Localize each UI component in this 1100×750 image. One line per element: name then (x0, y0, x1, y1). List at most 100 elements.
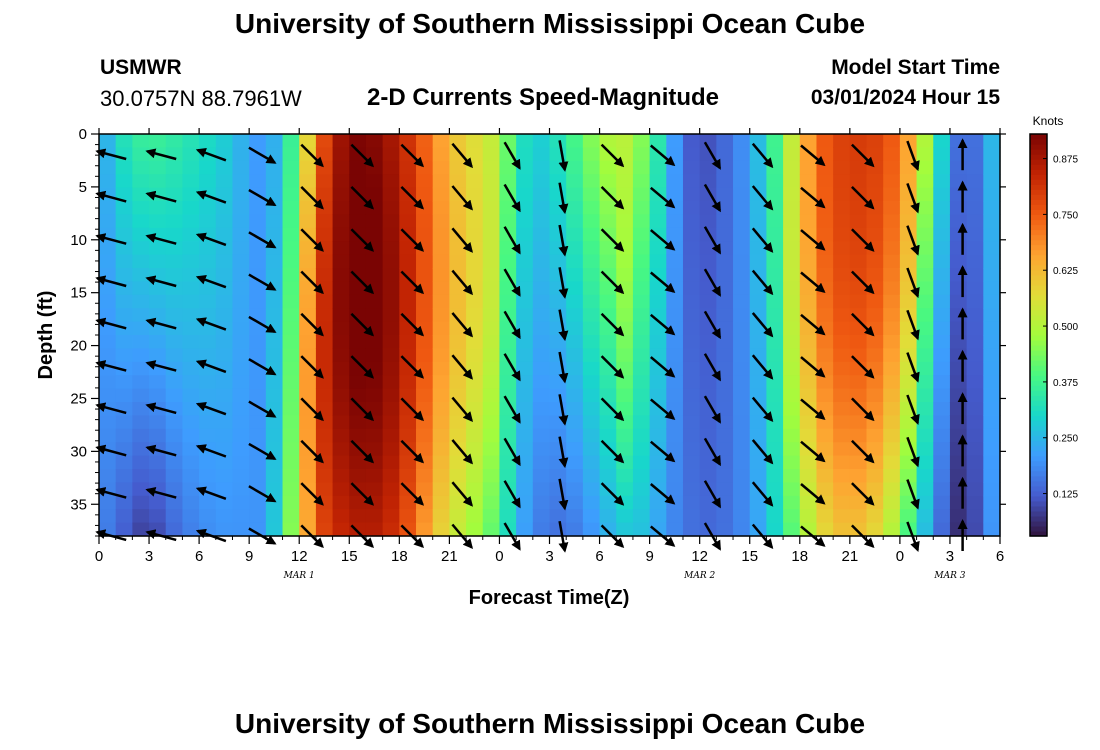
heatmap-cell (799, 268, 818, 282)
heatmap-cell (332, 214, 350, 229)
heatmap-cell (582, 455, 601, 470)
heatmap-cell (549, 469, 567, 483)
heatmap-cell (649, 469, 667, 483)
heatmap-cell (666, 375, 684, 390)
x-tick-label: 3 (145, 548, 153, 565)
heatmap-cell (232, 147, 250, 162)
heatmap-cell (766, 187, 784, 202)
heatmap-cell (215, 214, 234, 229)
heatmap-cell (949, 308, 968, 323)
heatmap-cell (516, 134, 534, 148)
heatmap-cell (749, 268, 768, 282)
current-vector (851, 355, 875, 379)
current-vector (451, 439, 473, 465)
heatmap-cell (649, 335, 667, 349)
heatmap-cell (132, 361, 150, 376)
heatmap-cell (232, 174, 250, 189)
heatmap-cell (632, 469, 651, 483)
model-start-value: 03/01/2024 Hour 15 (810, 86, 1000, 109)
heatmap-cell (182, 348, 200, 363)
current-vector (195, 444, 227, 458)
current-vector (400, 186, 425, 210)
heatmap-cell (799, 321, 818, 336)
heatmap-cell (949, 254, 968, 269)
heatmap-cell (849, 308, 868, 323)
heatmap-cell (682, 227, 701, 242)
heatmap-cell (599, 281, 617, 296)
heatmap-cell (733, 147, 751, 162)
heatmap-cell (516, 428, 534, 443)
heatmap-cell (349, 321, 367, 336)
heatmap-cell (816, 428, 834, 443)
colorbar-segment (1030, 289, 1047, 296)
current-vector (649, 356, 676, 378)
current-vector (503, 310, 521, 340)
heatmap-cell (783, 455, 801, 470)
current-vector (248, 485, 277, 503)
current-vector (703, 480, 721, 509)
heatmap-cell (766, 227, 784, 242)
heatmap-cell (349, 509, 367, 524)
heatmap-cell (883, 388, 901, 403)
heatmap-cell (632, 214, 651, 229)
current-vector (195, 190, 227, 204)
heatmap-cell (265, 428, 284, 443)
heatmap-cell (516, 268, 534, 282)
heatmap-cell (482, 335, 501, 349)
heatmap-cell (499, 335, 517, 349)
heatmap-cell (566, 509, 584, 524)
heatmap-cell (232, 388, 250, 403)
heatmap-cell (282, 428, 300, 443)
heatmap-cell (299, 281, 317, 296)
heatmap-cell (449, 469, 467, 483)
heatmap-cell (883, 348, 901, 363)
heatmap-cell (249, 455, 267, 470)
heatmap-cell (849, 321, 868, 336)
heatmap-cell (466, 335, 484, 349)
heatmap-cell (265, 522, 284, 537)
heatmap-cell (632, 268, 651, 282)
heatmap-cell (532, 174, 551, 189)
current-vector (800, 144, 826, 167)
heatmap-cell (949, 268, 968, 282)
heatmap-cell (749, 415, 768, 430)
heatmap-cell (733, 482, 751, 497)
heatmap-cell (582, 442, 601, 457)
heatmap-cell (883, 455, 901, 470)
heatmap-cell (149, 428, 167, 443)
heatmap-cell (849, 174, 868, 189)
heatmap-cell (132, 402, 150, 416)
heatmap-cell (566, 482, 584, 497)
heatmap-cell (933, 361, 951, 376)
heatmap-cell (282, 174, 300, 189)
colorbar-segment (1030, 264, 1047, 271)
heatmap-cell (566, 147, 584, 162)
colorbar-segment (1030, 134, 1047, 140)
current-vector (451, 312, 473, 338)
heatmap-cell (766, 509, 784, 524)
heatmap-cell (432, 281, 450, 296)
heatmap-cell (649, 375, 667, 390)
heatmap-cell (799, 134, 818, 148)
heatmap-cell (382, 415, 400, 430)
heatmap-cell (616, 214, 634, 229)
heatmap-cell (933, 134, 951, 148)
heatmap-cell (382, 348, 400, 363)
heatmap-cell (332, 254, 350, 269)
heatmap-cell (733, 375, 751, 390)
heatmap-cell (883, 254, 901, 269)
heatmap-cell (182, 375, 200, 390)
heatmap-cell (549, 348, 567, 363)
heatmap-cell (849, 455, 868, 470)
heatmap-cell (432, 428, 450, 443)
heatmap-cell (983, 522, 1001, 537)
current-vector (451, 481, 473, 507)
heatmap-cell (115, 388, 133, 403)
heatmap-cell (182, 201, 200, 215)
heatmap-cell (632, 174, 651, 189)
heatmap-cell (716, 174, 734, 189)
heatmap-cell (165, 495, 184, 510)
heatmap-cell (866, 402, 884, 416)
heatmap-cell (432, 361, 450, 376)
heatmap-cell (165, 361, 184, 376)
